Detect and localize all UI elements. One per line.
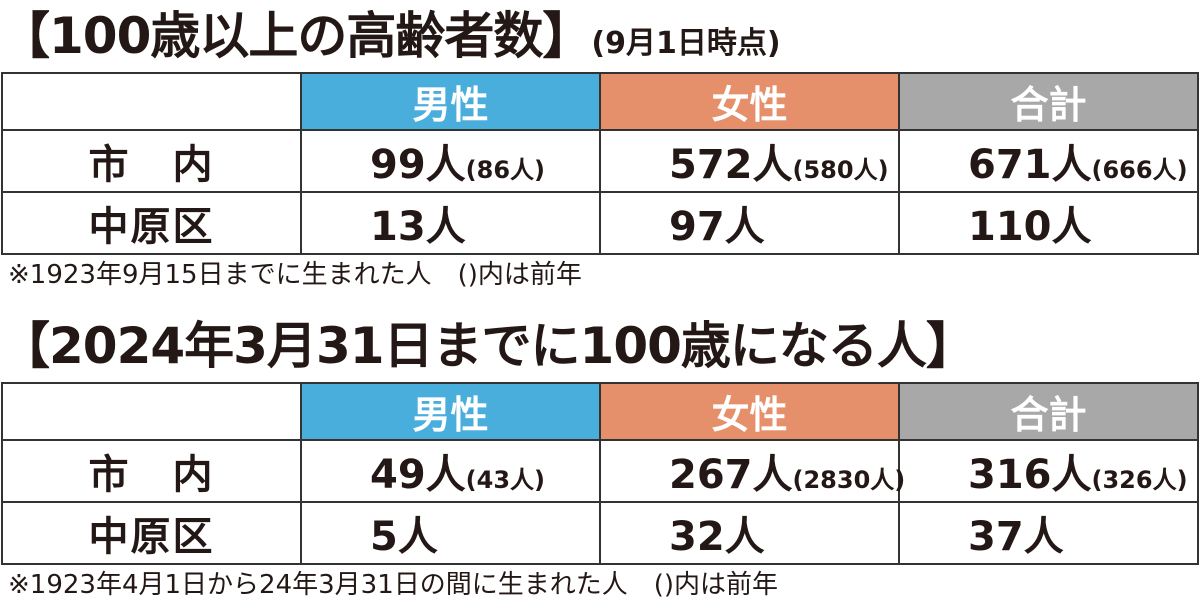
value: 267人 [669, 452, 793, 498]
row-label: 中原区 [1, 501, 302, 565]
header-cell: 男性 [300, 382, 601, 441]
cell: 316人(326人) [898, 439, 1199, 503]
value: 5人 [370, 514, 438, 560]
cell: 49人(43人) [300, 439, 601, 503]
header-cell: 女性 [599, 382, 900, 441]
prev-value: (580人) [792, 156, 889, 184]
value: 671人 [968, 142, 1092, 188]
value: 49人 [370, 452, 466, 498]
title-text: 【100歳以上の高齢者数】 [0, 7, 592, 65]
title: 【100歳以上の高齢者数】(9月1日時点) [0, 0, 1200, 72]
cell: 37人 [898, 501, 1199, 565]
header-cell: 合計 [898, 72, 1199, 131]
header-cell: 男性 [300, 72, 601, 131]
cell: 267人(2830人) [599, 439, 905, 503]
table: 男性 女性 合計市 内 49人(43人) 267人(2830人) 316人(326人) 中原… [1, 382, 1199, 565]
corner-cell [1, 72, 302, 131]
value: 572人 [669, 142, 793, 188]
row: 市 内 99人(86人) 572人(580人) 671人(666人) [1, 129, 1199, 193]
row-label: 市 内 [1, 129, 302, 193]
note: ※1923年9月15日までに生まれた人 ()内は前年 [8, 260, 582, 290]
value: 32人 [669, 514, 765, 560]
header-cell: 女性 [599, 72, 900, 131]
prev-value: (666人) [1091, 156, 1188, 184]
cell: 97人 [599, 191, 900, 255]
header-row: 男性 女性 合計 [1, 72, 1199, 131]
cell: 671人(666人) [898, 129, 1199, 193]
row: 中原区 13人 97人 110人 [1, 191, 1199, 255]
row-label: 中原区 [1, 191, 302, 255]
cell: 5人 [300, 501, 601, 565]
cell: 110人 [898, 191, 1199, 255]
prev-value: (326人) [1091, 466, 1188, 494]
section: 【100歳以上の高齢者数】(9月1日時点) 男性 女性 合計市 内 99人(86人) 57… [0, 0, 1200, 295]
header-cell: 合計 [898, 382, 1199, 441]
header-row: 男性 女性 合計 [1, 382, 1199, 441]
row: 市 内 49人(43人) 267人(2830人) 316人(326人) [1, 439, 1199, 503]
corner-cell [1, 382, 302, 441]
title-text: 【2024年3月31日までに100歳になる人】 [0, 317, 976, 375]
note: ※1923年4月1日から24年3月31日の間に生まれた人 ()内は前年 [8, 570, 779, 600]
cell: 13人 [300, 191, 601, 255]
value: 97人 [669, 204, 765, 250]
cell: 32人 [599, 501, 900, 565]
prev-value: (43人) [465, 466, 546, 494]
section: 【2024年3月31日までに100歳になる人】 男性 女性 合計市 内 49人(43人)… [0, 310, 1200, 605]
value: 110人 [968, 204, 1092, 250]
value: 316人 [968, 452, 1092, 498]
title: 【2024年3月31日までに100歳になる人】 [0, 310, 1200, 382]
row-label: 市 内 [1, 439, 302, 503]
value: 37人 [968, 514, 1064, 560]
prev-value: (86人) [465, 156, 546, 184]
value: 99人 [370, 142, 466, 188]
cell: 572人(580人) [599, 129, 900, 193]
table: 男性 女性 合計市 内 99人(86人) 572人(580人) 671人(666人) 中原区… [1, 72, 1199, 255]
prev-value: (2830人) [792, 466, 906, 494]
row: 中原区 5人 32人 37人 [1, 501, 1199, 565]
subtitle: (9月1日時点) [591, 26, 781, 61]
cell: 99人(86人) [300, 129, 601, 193]
value: 13人 [370, 204, 466, 250]
